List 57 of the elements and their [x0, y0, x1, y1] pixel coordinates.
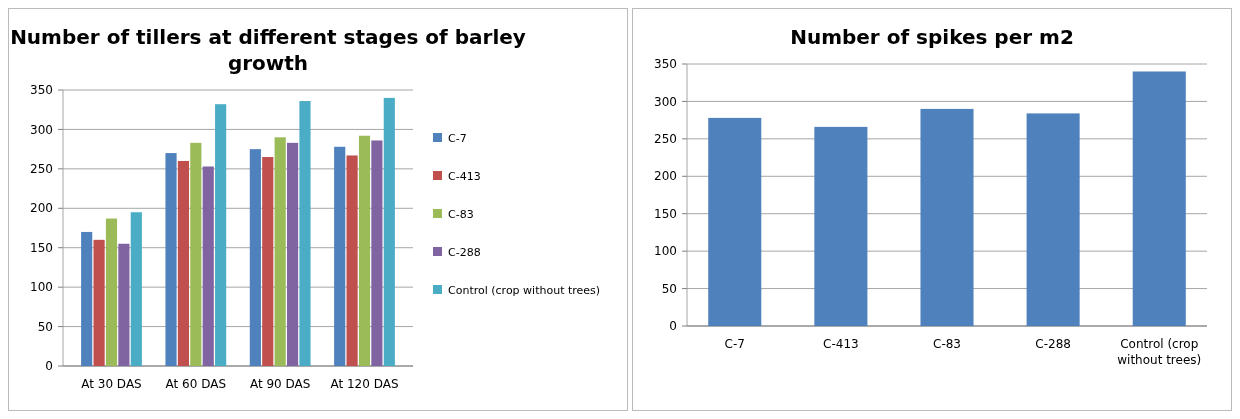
- y-tick-label: 200: [654, 169, 677, 184]
- y-tick-label: 0: [669, 319, 677, 334]
- bar: [346, 155, 358, 366]
- x-tick-label: At 60 DAS: [165, 377, 227, 391]
- bar: [708, 117, 762, 326]
- chart-title: Number of tillers at different stages of barley growth: [10, 25, 526, 75]
- x-tick-label: C-413: [823, 337, 859, 351]
- x-tick-label: C-83: [933, 337, 961, 351]
- x-tick-label: At 120 DAS: [330, 377, 399, 391]
- bar: [215, 104, 227, 366]
- bar: [334, 146, 346, 366]
- bar: [105, 218, 118, 366]
- bar: [286, 142, 299, 366]
- bar: [130, 212, 142, 366]
- bar: [202, 166, 214, 366]
- bar: [371, 140, 383, 366]
- x-tick-label: C-288: [1035, 337, 1071, 351]
- bar: [118, 243, 130, 366]
- bar: [920, 108, 974, 326]
- bar: [358, 135, 371, 366]
- y-tick-label: 100: [654, 244, 677, 259]
- bar: [383, 97, 395, 366]
- y-tick-label: 0: [45, 359, 53, 374]
- y-tick-label: 150: [30, 240, 53, 255]
- bar: [1132, 71, 1186, 326]
- bar: [274, 137, 286, 366]
- y-tick-label: 250: [654, 132, 677, 147]
- y-tick-label: 300: [30, 122, 53, 137]
- bar: [814, 126, 868, 326]
- x-tick-label: C-7: [724, 337, 745, 351]
- legend-label: Control (crop without trees): [448, 283, 601, 297]
- y-tick-label: 250: [30, 162, 53, 177]
- x-tick-label: Control (crop without trees): [1117, 337, 1202, 367]
- bar: [177, 160, 190, 366]
- bar: [249, 149, 261, 366]
- x-tick-label: At 90 DAS: [249, 377, 311, 391]
- y-tick-label: 50: [661, 281, 677, 296]
- bar: [165, 153, 177, 366]
- bar: [93, 239, 105, 366]
- legend-label: C-288: [448, 245, 481, 259]
- legend-label: C-83: [448, 207, 474, 221]
- y-tick-label: 300: [654, 94, 677, 109]
- y-tick-label: 100: [30, 280, 53, 295]
- bar: [81, 231, 93, 366]
- y-tick-label: 350: [654, 57, 677, 72]
- bar: [299, 101, 311, 366]
- legend-label: C-7: [448, 131, 467, 145]
- chart-title: Number of spikes per m2: [790, 25, 1074, 49]
- bar: [262, 157, 274, 366]
- y-tick-label: 200: [30, 201, 53, 216]
- bar: [190, 142, 202, 366]
- legend-label: C-413: [448, 169, 481, 183]
- y-tick-label: 150: [654, 206, 677, 221]
- y-tick-label: 350: [30, 83, 53, 98]
- bar: [1026, 113, 1080, 326]
- y-tick-label: 50: [37, 319, 53, 334]
- x-tick-label: At 30 DAS: [81, 377, 142, 391]
